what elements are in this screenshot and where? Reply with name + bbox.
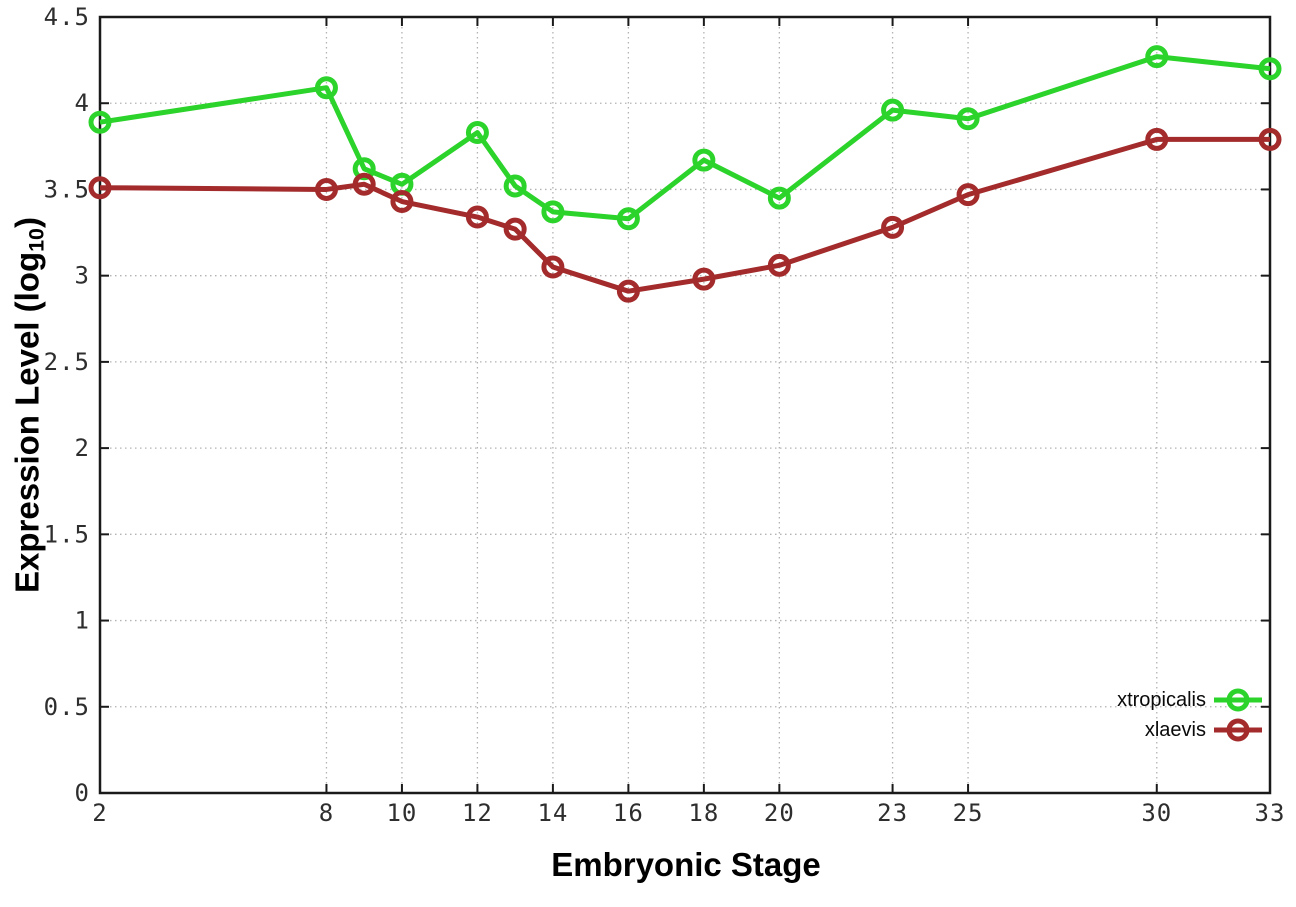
svg-text:33: 33 [1255, 799, 1286, 827]
svg-text:0: 0 [75, 779, 90, 807]
svg-text:2: 2 [92, 799, 107, 827]
legend-label-xtropicalis: xtropicalis [1117, 688, 1206, 711]
svg-text:4: 4 [75, 89, 90, 117]
svg-text:18: 18 [688, 799, 719, 827]
legend-label-xlaevis: xlaevis [1144, 718, 1206, 741]
legend-marker-xlaevis-icon [1214, 718, 1262, 742]
svg-text:3.5: 3.5 [44, 175, 90, 203]
x-axis-title: Embryonic Stage [551, 846, 821, 883]
legend: xtropicalis xlaevis [1117, 685, 1264, 745]
svg-text:30: 30 [1141, 799, 1172, 827]
y-axis-title-subscript: 10 [24, 228, 49, 252]
svg-text:0.5: 0.5 [44, 693, 90, 721]
legend-item-xtropicalis: xtropicalis [1117, 685, 1264, 715]
svg-text:3: 3 [75, 262, 90, 290]
svg-text:23: 23 [877, 799, 908, 827]
svg-text:14: 14 [537, 799, 568, 827]
svg-text:2.5: 2.5 [44, 348, 90, 376]
svg-text:1.5: 1.5 [44, 520, 90, 548]
svg-text:4.5: 4.5 [44, 3, 90, 31]
legend-item-xlaevis: xlaevis [1117, 715, 1264, 745]
y-axis-title: Expression Level (log10) [8, 217, 49, 593]
y-axis-title-suffix: ) [8, 217, 46, 229]
svg-text:12: 12 [462, 799, 493, 827]
legend-marker-xtropicalis-icon [1214, 688, 1262, 712]
svg-text:1: 1 [75, 607, 90, 635]
y-axis-title-prefix: Expression Level (log [8, 251, 46, 593]
svg-text:25: 25 [953, 799, 984, 827]
svg-text:20: 20 [764, 799, 795, 827]
svg-text:8: 8 [319, 799, 334, 827]
svg-text:16: 16 [613, 799, 644, 827]
svg-text:2: 2 [75, 434, 90, 462]
svg-text:10: 10 [386, 799, 417, 827]
